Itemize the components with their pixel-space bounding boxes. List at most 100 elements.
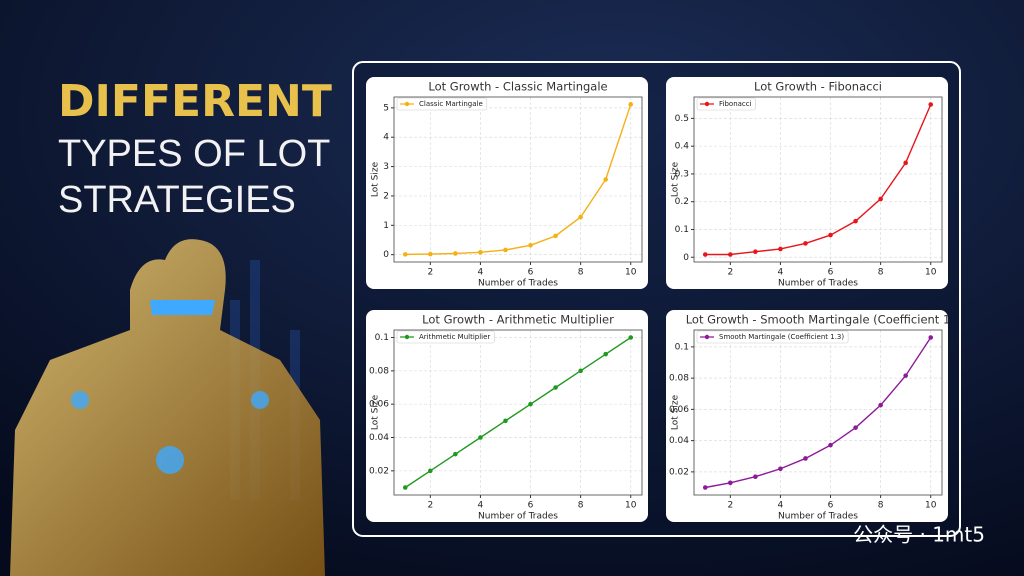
y-tick-label: 0.4: [675, 142, 690, 152]
data-point: [753, 474, 758, 480]
x-tick-label: 8: [878, 268, 884, 278]
data-point: [402, 485, 408, 490]
data-point: [702, 485, 708, 490]
y-axis-label: Lot Size: [371, 161, 381, 197]
x-tick-label: 10: [625, 268, 637, 278]
data-point: [503, 418, 508, 424]
data-point: [728, 480, 733, 486]
legend-label: Arithmetic Multiplier: [419, 333, 490, 341]
y-tick-label: 0.04: [369, 433, 389, 443]
y-tick-label: 0.06: [369, 400, 389, 410]
x-axis-label: Number of Trades: [778, 279, 858, 289]
data-point: [828, 442, 833, 448]
y-tick-label: 0: [383, 250, 389, 260]
x-tick-label: 8: [878, 501, 884, 511]
legend-marker: [704, 101, 710, 107]
legend-box: [696, 330, 849, 344]
legend-marker: [404, 101, 410, 107]
x-axis-label: Number of Trades: [478, 512, 558, 522]
y-tick-label: 0.08: [369, 366, 389, 376]
data-point: [853, 425, 858, 430]
data-point: [478, 435, 483, 440]
data-point: [603, 351, 608, 357]
plot-frame: [693, 96, 943, 263]
data-point: [728, 252, 733, 257]
x-tick-label: 2: [727, 501, 733, 511]
data-point: [428, 251, 433, 257]
data-point: [553, 233, 558, 239]
y-tick-label: 0.08: [669, 374, 689, 384]
data-point: [903, 373, 908, 378]
card-background: [366, 77, 648, 289]
headline-highlight: DIFFERENT: [58, 76, 332, 127]
data-point: [803, 241, 808, 246]
legend: Arithmetic Multiplier: [396, 330, 495, 344]
robot: [10, 239, 325, 576]
legend-box: [396, 330, 495, 344]
legend-label: Smooth Martingale (Coefficient 1.3): [719, 333, 844, 341]
x-tick-label: 8: [578, 501, 584, 511]
data-point: [603, 177, 608, 182]
y-tick-label: 0.1: [375, 333, 389, 343]
legend: Fibonacci: [696, 97, 756, 111]
y-tick-label: 1: [383, 221, 389, 231]
x-tick-label: 10: [625, 501, 637, 511]
x-tick-label: 2: [727, 268, 733, 278]
y-axis-label: Lot Size: [371, 394, 381, 430]
data-point: [453, 251, 458, 256]
x-tick-label: 2: [427, 268, 433, 278]
legend-marker: [704, 334, 710, 340]
plot-frame: [393, 96, 643, 263]
y-tick-label: 0.04: [669, 436, 689, 446]
series-line: [405, 104, 632, 256]
x-tick-label: 6: [828, 501, 834, 511]
series-line: [404, 336, 632, 489]
data-point: [628, 102, 634, 107]
y-tick-label: 0.02: [369, 466, 389, 476]
data-point: [478, 250, 483, 255]
legend-label: Fibonacci: [719, 100, 752, 108]
y-tick-label: 0: [683, 253, 689, 263]
chart-title: Lot Growth - Smooth Martingale (Coeffici…: [686, 313, 951, 327]
headline-line: TYPES OF LOT: [58, 133, 330, 175]
y-tick-label: 3: [383, 162, 389, 172]
y-tick-label: 0.02: [669, 467, 689, 477]
y-tick-label: 0.06: [669, 405, 689, 415]
x-tick-label: 4: [778, 501, 784, 511]
data-point: [778, 466, 783, 472]
chart-title: Lot Growth - Fibonacci: [754, 80, 882, 94]
x-tick-label: 4: [478, 501, 484, 511]
data-point: [453, 451, 458, 457]
data-point: [553, 385, 558, 390]
chart-title: Lot Growth - Arithmetic Multiplier: [422, 313, 614, 327]
x-tick-label: 4: [478, 268, 484, 278]
x-tick-label: 6: [528, 268, 534, 278]
data-point: [578, 368, 583, 374]
legend-marker: [404, 334, 410, 340]
plot-frame: [693, 329, 943, 496]
y-axis-label: Lot Size: [671, 394, 681, 430]
y-tick-label: 0.5: [675, 114, 689, 124]
chart-card: 0 1 2 3 4 5 2 4 6 8 10 Classic Martingale Lot Growth…: [366, 77, 648, 289]
y-tick-label: 0.2: [675, 197, 689, 207]
y-tick-label: 0.1: [675, 342, 689, 352]
data-point: [828, 232, 833, 238]
x-tick-label: 8: [578, 268, 584, 278]
x-tick-label: 4: [778, 268, 784, 278]
chart: 0.02 0.04 0.06 0.08 0.1 2 4 6 8 10 Smooth Martinga…: [669, 313, 951, 522]
data-point: [528, 242, 533, 248]
data-point: [402, 252, 408, 257]
y-tick-label: 0.3: [675, 169, 689, 179]
x-axis-label: Number of Trades: [778, 512, 858, 522]
data-point: [878, 402, 883, 408]
y-tick-label: 0.1: [675, 225, 689, 235]
x-tick-label: 10: [925, 501, 937, 511]
data-point: [903, 160, 908, 166]
data-point: [503, 247, 508, 253]
data-point: [853, 218, 858, 224]
data-point: [528, 401, 533, 407]
data-point: [928, 102, 934, 107]
